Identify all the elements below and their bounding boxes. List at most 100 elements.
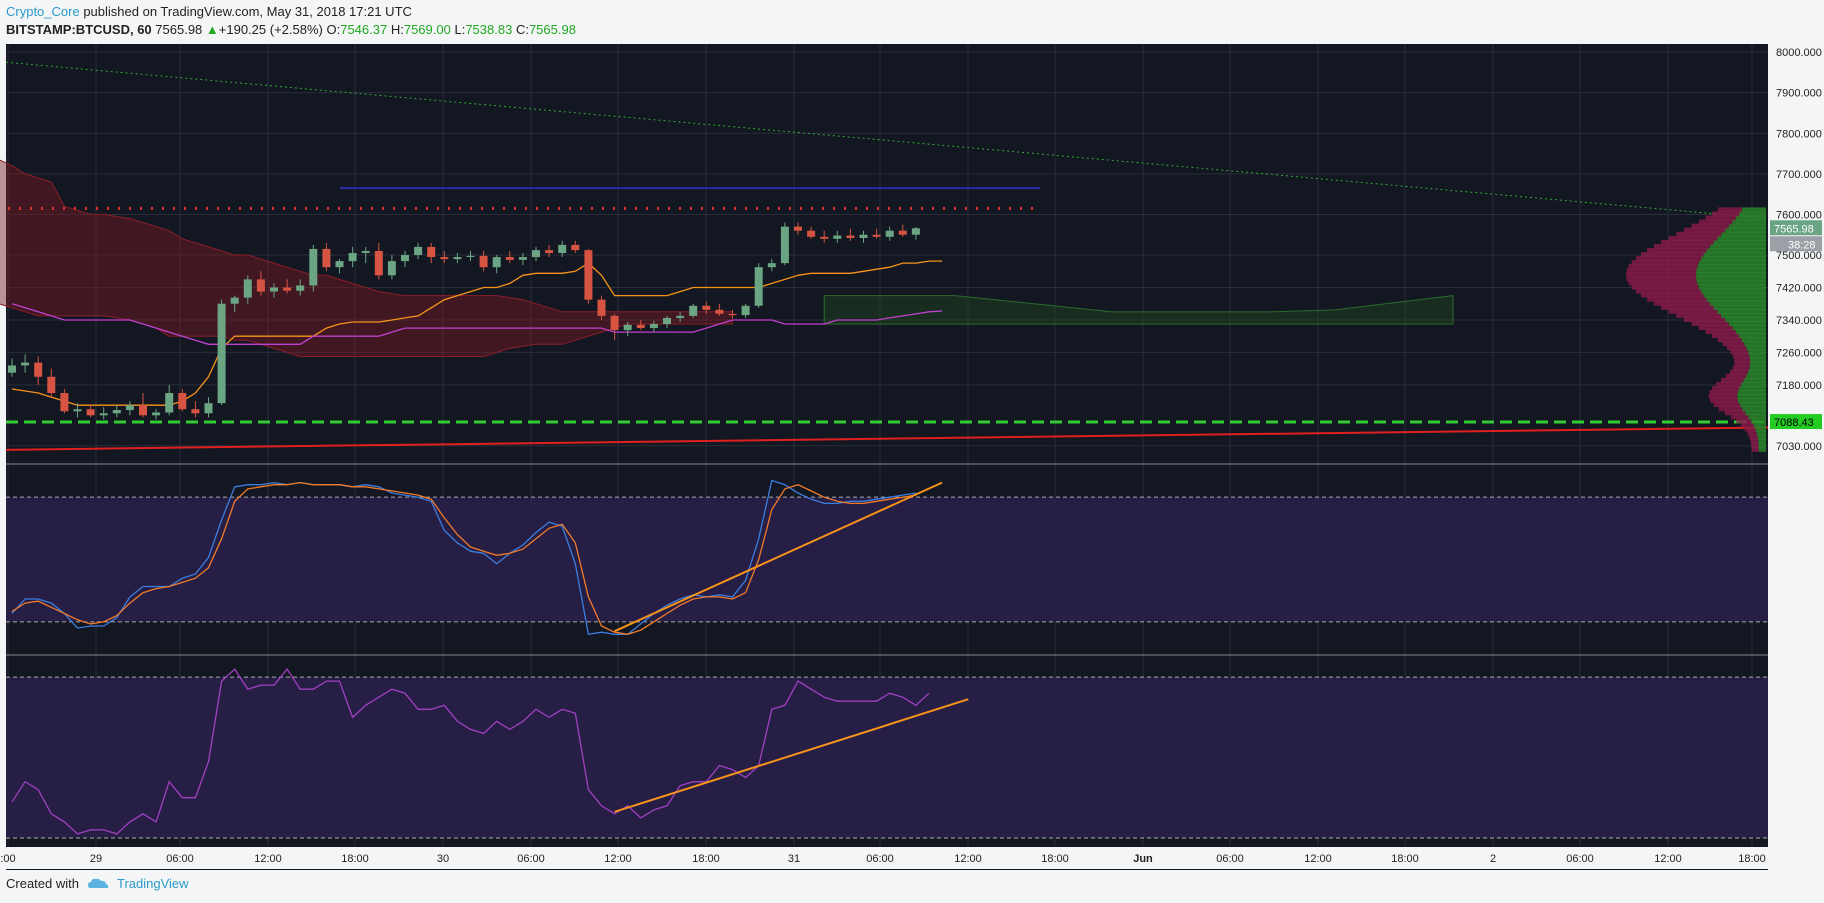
volume-profile-bar-red <box>1734 357 1751 363</box>
candle-body <box>571 244 580 251</box>
volume-profile-bar-red <box>1684 316 1726 322</box>
time-axis-label: 06:00 <box>166 853 194 865</box>
volume-profile-bar-green <box>1748 349 1766 355</box>
published-text: published on TradingView.com, May 31, 20… <box>83 4 412 19</box>
time-axis-label: 06:00 <box>517 853 545 865</box>
volume-profile-bar-green <box>1744 341 1766 347</box>
volume-profile-bar-red <box>1712 385 1740 391</box>
candle-body <box>165 393 174 413</box>
countdown-tag <box>1770 236 1822 252</box>
author-link[interactable]: Crypto_Core <box>6 4 80 19</box>
volume-profile-bar-red <box>1722 341 1745 347</box>
volume-profile-bar-green <box>1713 239 1766 245</box>
volume-profile-bar-green <box>1725 227 1766 233</box>
candle-body <box>60 393 69 412</box>
price-axis-label: 7420.000 <box>1776 282 1822 294</box>
price-axis-label: 7260.000 <box>1776 347 1822 359</box>
high-label: H: <box>390 22 404 37</box>
candles-group <box>8 222 920 420</box>
volume-profile-bar-green <box>1749 353 1766 359</box>
oscillator-series-line <box>11 668 930 835</box>
candle-body <box>767 263 776 268</box>
last-price: 7565.98 <box>155 22 203 37</box>
time-axis-label: Jun <box>1133 853 1153 865</box>
candle-body <box>584 250 593 300</box>
volume-profile-bar-red <box>1716 381 1742 387</box>
candle-body <box>21 362 30 366</box>
volume-profile-bar-green <box>1696 272 1766 278</box>
volume-profile-bar-red <box>1631 284 1699 290</box>
time-axis-label: 18:00 <box>692 853 720 865</box>
volume-profile-bar-green <box>1697 280 1766 286</box>
volume-profile-bar-green <box>1700 256 1766 262</box>
volume-profile-bar-red <box>1724 410 1746 416</box>
volume-profile-bar-green <box>1735 329 1766 335</box>
price-axis-label: 7700.000 <box>1776 169 1822 181</box>
time-axis-label: 06:00 <box>1566 853 1594 865</box>
candle-body <box>348 253 357 262</box>
volume-profile-bar-red <box>1708 394 1738 400</box>
candle-body <box>322 248 331 268</box>
volume-profile-bar-red <box>1698 219 1733 225</box>
candle-body <box>820 236 829 239</box>
volume-profile-bar-red <box>1727 345 1747 351</box>
volume-profile-bar-red <box>1641 292 1704 298</box>
time-axis-label: 18:00 <box>1391 853 1419 865</box>
candle-body <box>872 234 881 237</box>
candle-body <box>623 324 632 331</box>
candle-body <box>401 255 409 262</box>
candle-body <box>807 230 816 237</box>
time-axis-label: :00 <box>0 853 15 865</box>
candle-body <box>374 250 383 276</box>
volume-profile-bar-red <box>1626 276 1697 282</box>
candle-body <box>73 409 82 412</box>
volume-profile-bar-green <box>1697 264 1766 270</box>
candle-body <box>440 257 449 260</box>
volume-profile-bar-red <box>1709 390 1738 396</box>
candle-body <box>636 324 645 329</box>
candle-body <box>728 313 737 316</box>
last-price-tag-label: 7565.98 <box>1774 223 1814 235</box>
candle-body <box>558 244 567 253</box>
volume-profile-bar-green <box>1700 288 1766 294</box>
candle-body <box>610 315 619 331</box>
volume-profile-bar-green <box>1742 406 1766 412</box>
divergence-trend-line <box>614 698 969 813</box>
candle-body <box>243 279 252 298</box>
volume-profile-bar-green <box>1709 300 1766 306</box>
candle-body <box>453 257 462 260</box>
volume-profile-bar-red <box>1718 406 1743 412</box>
time-axis-label: 31 <box>788 853 800 865</box>
volume-profile-bar-red <box>1733 353 1750 359</box>
volume-profile-bar-green <box>1745 373 1766 379</box>
candle-body <box>518 257 527 260</box>
volume-profile-bar-red <box>1691 223 1729 229</box>
volume-profile-bar-green <box>1739 402 1766 408</box>
volume-profile-bar-red <box>1730 349 1749 355</box>
volume-profile-bar-green <box>1739 385 1766 391</box>
volume-profile-bar-red <box>1676 312 1722 318</box>
volume-profile-bar-red <box>1647 247 1707 253</box>
candle-body <box>414 246 423 256</box>
candle-body <box>361 250 370 253</box>
candle-body <box>191 409 200 414</box>
candle-body <box>112 410 121 414</box>
volume-profile-bar-green <box>1746 345 1766 351</box>
candle-body <box>911 228 920 235</box>
tradingview-brand-link[interactable]: TradingView <box>116 876 189 891</box>
high-value: 7569.00 <box>403 22 451 37</box>
volume-profile-bar-red <box>1668 235 1718 241</box>
volume-profile-bar-red <box>1684 227 1726 233</box>
volume-profile-bar-green <box>1753 422 1766 428</box>
rsi-pane: 70.000060.000050.000040.000030.0000 <box>6 668 1816 845</box>
candle-body <box>597 299 606 316</box>
volume-profile-bar-green <box>1750 357 1766 363</box>
volume-profile-bar-green <box>1738 333 1766 339</box>
price-change: +190.25 (+2.58%) <box>218 22 323 37</box>
axes-group: :00 29 06:00 12:00 18:00 30 06:00 12:00 18:00 31 0… <box>0 44 1824 869</box>
volume-profile-bar-red <box>1628 264 1698 270</box>
volume-profile-bar-green <box>1748 414 1766 420</box>
magenta-baseline <box>11 303 943 345</box>
volume-profile-bar-red <box>1631 260 1699 266</box>
